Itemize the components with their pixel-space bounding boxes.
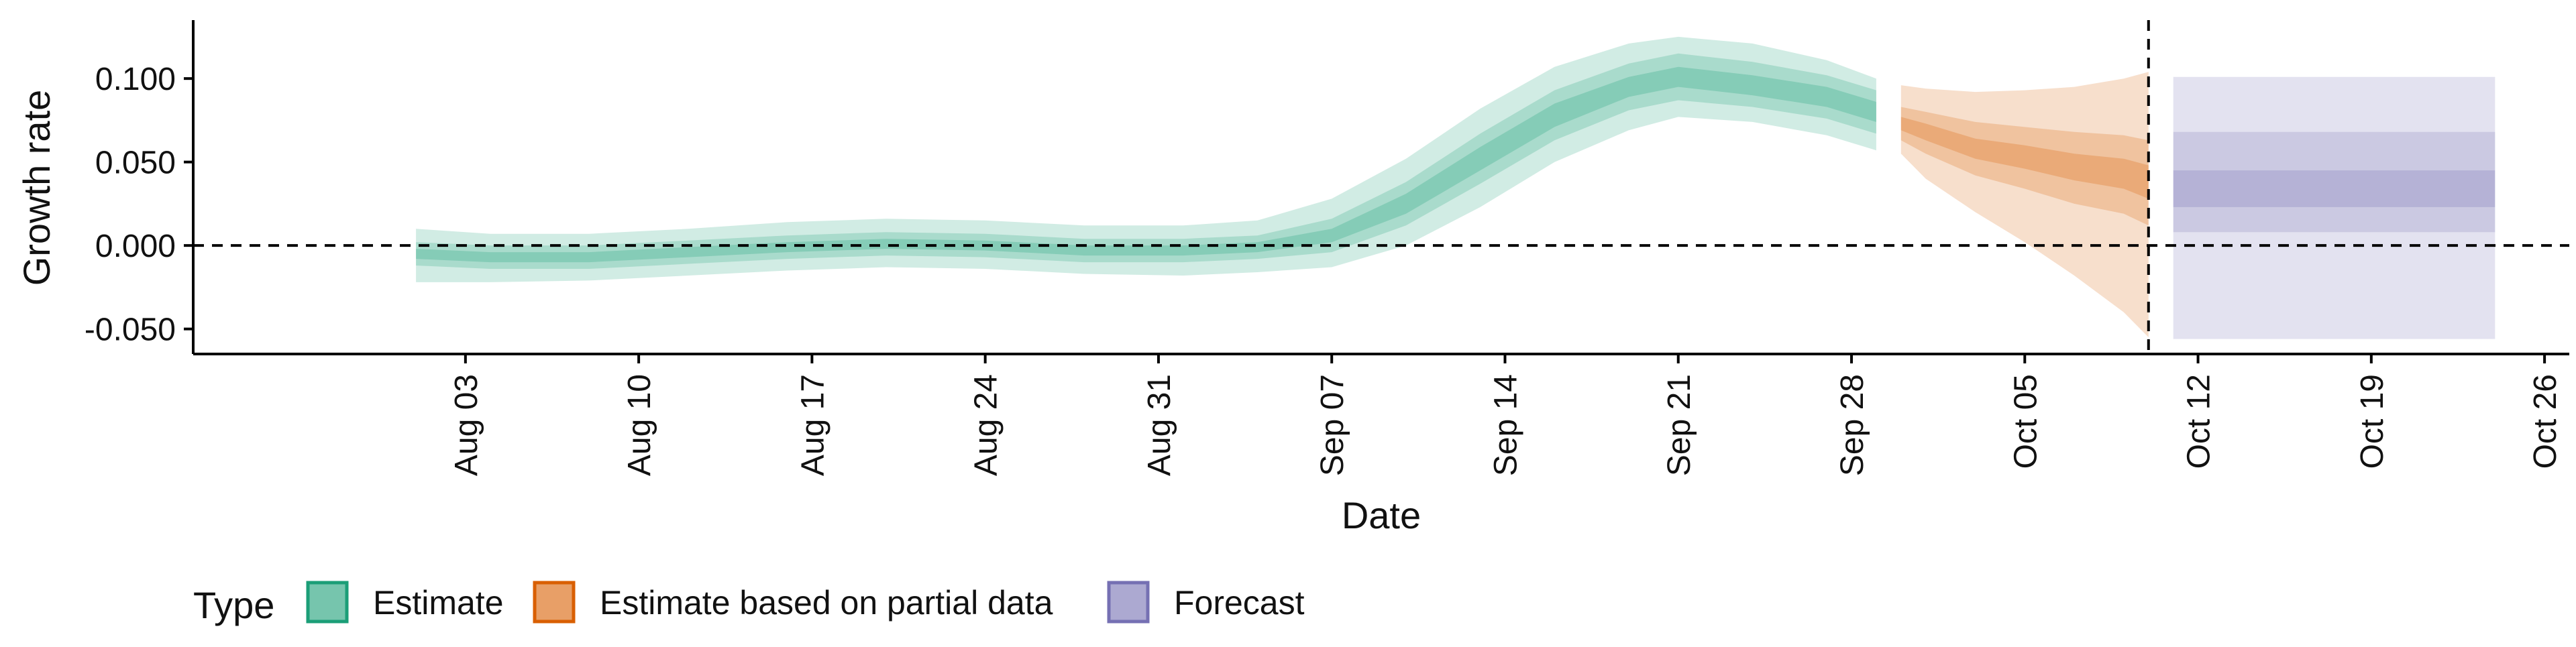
legend-swatch: [1107, 581, 1150, 624]
x-axis-title: Date: [1342, 494, 1421, 536]
estimate-band-50: [416, 53, 1876, 270]
y-tick-label: -0.050: [85, 312, 176, 348]
estimate-series: [416, 36, 1876, 282]
legend-item-forecast: Forecast: [1107, 581, 1305, 624]
x-tick-label: Sep 28: [1835, 374, 1870, 476]
x-tick-label: Oct 26: [2528, 374, 2563, 469]
legend-label: Estimate based on partial data: [600, 584, 1053, 622]
x-tick-label: Aug 17: [795, 374, 830, 476]
forecast-band-90: [2173, 76, 2496, 339]
x-tick-label: Oct 12: [2182, 374, 2217, 469]
x-tick-label: Aug 03: [449, 374, 484, 476]
legend-swatch: [306, 581, 349, 624]
x-tick-label: Aug 24: [969, 374, 1004, 476]
estimate-band-90: [416, 36, 1876, 282]
legend-title: Type: [193, 584, 274, 626]
y-tick-label: 0.000: [95, 229, 176, 264]
y-tick-label: 0.100: [95, 62, 176, 97]
y-tick-label: 0.050: [95, 145, 176, 181]
estimate-band-20: [416, 66, 1876, 263]
legend-label: Forecast: [1174, 584, 1305, 622]
x-tick-label: Aug 10: [622, 374, 657, 476]
ticks: -0.050 0.000 0.050 0.100 Aug 03 Aug 10 Aug 17 A…: [85, 62, 2563, 476]
axes: [192, 20, 2569, 355]
x-tick-label: Aug 31: [1142, 374, 1177, 476]
legend-item-partial-estimate: Estimate based on partial data: [533, 581, 1053, 624]
reference-lines: [193, 20, 2569, 354]
x-tick-label: Sep 07: [1315, 374, 1350, 476]
bands-layer: [416, 36, 2496, 339]
legend-label: Estimate: [373, 584, 504, 622]
x-tick-label: Oct 05: [2008, 374, 2043, 469]
x-tick-label: Oct 19: [2355, 374, 2390, 469]
forecast-series: [2173, 76, 2496, 339]
x-tick-label: Sep 14: [1489, 374, 1524, 476]
legend-swatch: [533, 581, 576, 624]
partial-estimate-band-20: [1900, 117, 2149, 199]
partial-estimate-band-90: [1900, 72, 2149, 338]
legend: Type Estimate Estimate based on partial d…: [193, 581, 1305, 626]
partial-estimate-series: [1900, 72, 2149, 338]
y-axis-title: Growth rate: [15, 90, 58, 286]
forecast-band-20: [2173, 170, 2496, 207]
partial-estimate-band-50: [1900, 107, 2149, 226]
forecast-band-50: [2173, 131, 2496, 233]
x-tick-label: Sep 21: [1662, 374, 1697, 476]
legend-item-estimate: Estimate: [306, 581, 504, 624]
